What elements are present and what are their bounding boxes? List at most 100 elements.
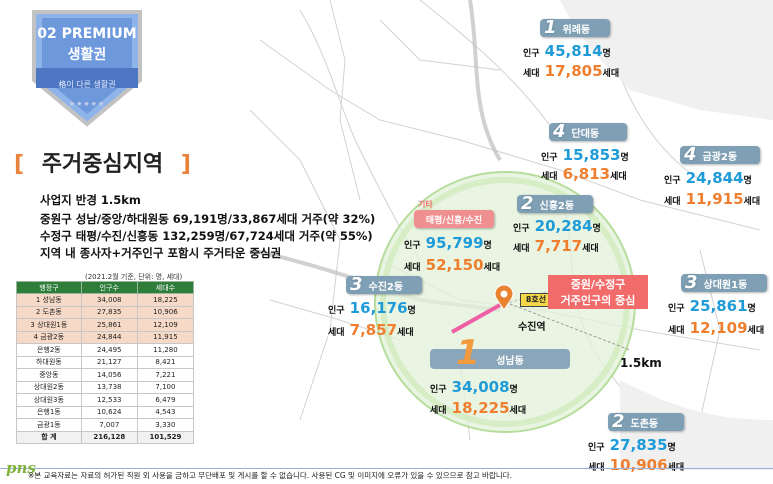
footer-divider bbox=[0, 468, 773, 469]
table-cell-pop: 13,738 bbox=[80, 380, 138, 394]
district-tag-geumgwang2: 4 금광2동 bbox=[680, 146, 760, 164]
premium-badge: 02 PREMIUM 생활권 格이 다른 생활권 ★★★★★ bbox=[22, 8, 152, 128]
table-cell-hh: 101,529 bbox=[136, 430, 195, 444]
district-tag-dangae: 4 단대동 bbox=[549, 123, 627, 141]
badge-title: 02 PREMIUM bbox=[37, 26, 137, 42]
table-row: 금광1동 7,007 3,330 bbox=[16, 418, 195, 432]
table-cell-pop: 10,624 bbox=[80, 405, 138, 419]
table-cell-name: 은행2동 bbox=[16, 343, 82, 357]
description-line: 지역 내 종사자+거주인구 포함시 주거타운 중심권 bbox=[40, 246, 282, 260]
table-note: (2021.2월 기준, 단위: 명, 세대) bbox=[85, 273, 183, 281]
table-cell-pop: 7,007 bbox=[80, 418, 138, 432]
description-line: 수정구 태평/수진/신흥동 132,259명/67,724세대 거주(약 55%… bbox=[40, 229, 373, 243]
table-cell-hh: 7,100 bbox=[136, 380, 195, 394]
table-cell-name: 은행1동 bbox=[16, 405, 82, 419]
table-cell-pop: 24,495 bbox=[80, 343, 138, 357]
badge-ribbon-text: 格이 다른 생활권 bbox=[58, 80, 116, 89]
table-cell-hh: 8,421 bbox=[136, 355, 195, 369]
heading-bracket-open: [ bbox=[14, 152, 25, 177]
stat-taepyeong-pop: 인구 95,799명 bbox=[404, 234, 492, 252]
center-callout: 중원/수정구 거주인구의 중심 bbox=[548, 275, 648, 309]
table-cell-pop: 27,835 bbox=[80, 305, 138, 319]
table-row: 하대원동 21,127 8,421 bbox=[16, 355, 195, 369]
table-cell-pop: 25,861 bbox=[80, 318, 138, 332]
district-tag-seongnam: 1 성남동 bbox=[430, 333, 570, 373]
district-etc-label: 기타 bbox=[418, 200, 433, 209]
district-tag-dochon: 2 도촌동 bbox=[608, 413, 684, 431]
section-heading: [ 주거중심지역 ] bbox=[14, 146, 191, 178]
heading-title: 주거중심지역 bbox=[41, 152, 164, 177]
table-cell-name: 합 계 bbox=[16, 430, 82, 444]
table-row: 은행2동 24,495 11,280 bbox=[16, 343, 195, 357]
stat-geumgwang2-pop: 인구 24,844명 bbox=[664, 169, 752, 187]
header-households: 세대수 bbox=[136, 281, 195, 294]
district-tag-wirye: 1 위례동 bbox=[540, 19, 610, 37]
stat-dochon-hh: 세대 10,906세대 bbox=[588, 456, 685, 474]
header-district: 행정구 bbox=[16, 281, 82, 294]
description-line: 사업지 반경 1.5km bbox=[40, 193, 141, 207]
table-cell-hh: 4,543 bbox=[136, 405, 195, 419]
table-total-row: 합 계 216,128 101,529 bbox=[16, 430, 195, 444]
table-cell-hh: 6,479 bbox=[136, 393, 195, 407]
table-cell-name: 중앙동 bbox=[16, 368, 82, 382]
table-row: 상대원3동 12,533 6,479 bbox=[16, 393, 195, 407]
radius-label: 1.5km bbox=[620, 356, 662, 370]
district-tag-sinheung2: 2 신흥2동 bbox=[517, 195, 593, 213]
table-row: 4 금광2동 24,844 11,915 bbox=[16, 330, 195, 344]
table-cell-name: 금광1동 bbox=[16, 418, 82, 432]
table-cell-hh: 11,280 bbox=[136, 343, 195, 357]
location-pin-icon bbox=[494, 285, 514, 311]
table-cell-hh: 10,906 bbox=[136, 305, 195, 319]
table-row: 은행1동 10,624 4,543 bbox=[16, 405, 195, 419]
table-cell-name: 상대원2동 bbox=[16, 380, 82, 394]
stat-wirye-hh: 세대 17,805세대 bbox=[523, 62, 620, 80]
district-tag-sujin2: 3 수진2동 bbox=[346, 276, 422, 294]
table-cell-name: 4 금광2동 bbox=[16, 330, 82, 344]
table-cell-hh: 7,221 bbox=[136, 368, 195, 382]
table-cell-name: 상대원3동 bbox=[16, 393, 82, 407]
stat-sinheung2-pop: 인구 20,284명 bbox=[513, 217, 601, 235]
company-logo: pns bbox=[6, 459, 36, 477]
table-cell-pop: 21,127 bbox=[80, 355, 138, 369]
table-cell-pop: 216,128 bbox=[80, 430, 138, 444]
stat-wirye-pop: 인구 45,814명 bbox=[523, 42, 611, 60]
stat-sangdaewon1-pop: 인구 25,861명 bbox=[668, 297, 756, 315]
district-tag-taepyeong: 태평/신흥/수진 bbox=[414, 210, 494, 228]
header-population: 인구수 bbox=[80, 281, 138, 294]
stat-sujin2-pop: 인구 16,176명 bbox=[328, 299, 416, 317]
table-cell-pop: 12,533 bbox=[80, 393, 138, 407]
shield-icon bbox=[32, 10, 142, 127]
stat-dochon-pop: 인구 27,835명 bbox=[588, 436, 676, 454]
table-header-row: 행정구 인구수 세대수 bbox=[16, 281, 195, 294]
table-cell-name: 3 상대원1동 bbox=[16, 318, 82, 332]
stat-seongnam-hh: 세대 18,225세대 bbox=[430, 399, 527, 417]
stat-sujin2-hh: 세대 7,857세대 bbox=[328, 321, 414, 339]
footer-notice: ※본 교육자료는 자료의 허가된 직원 외 사용을 금하고 무단배포 및 게시를… bbox=[28, 471, 513, 480]
population-table: 행정구 인구수 세대수 1 성남동 34,008 18,225 2 도촌동 27,835… bbox=[16, 281, 195, 444]
table-cell-pop: 34,008 bbox=[80, 293, 138, 307]
station-label: 수진역 bbox=[518, 322, 546, 333]
stat-sangdaewon1-hh: 세대 12,109세대 bbox=[668, 319, 765, 337]
description-line: 중원구 성남/중앙/하대원동 69,191명/33,867세대 거주(약 32%… bbox=[40, 212, 376, 226]
district-tag-sangdaewon1: 3 상대원1동 bbox=[681, 274, 767, 292]
table-row: 중앙동 14,056 7,221 bbox=[16, 368, 195, 382]
table-cell-pop: 14,056 bbox=[80, 368, 138, 382]
table-cell-hh: 3,330 bbox=[136, 418, 195, 432]
table-row: 1 성남동 34,008 18,225 bbox=[16, 293, 195, 307]
stat-dangae-pop: 인구 15,853명 bbox=[541, 146, 629, 164]
stat-geumgwang2-hh: 세대 11,915세대 bbox=[664, 190, 761, 208]
table-cell-hh: 12,109 bbox=[136, 318, 195, 332]
stat-taepyeong-hh: 세대 52,150세대 bbox=[404, 256, 501, 274]
table-cell-hh: 11,915 bbox=[136, 330, 195, 344]
table-cell-name: 1 성남동 bbox=[16, 293, 82, 307]
stat-dangae-hh: 세대 6,813세대 bbox=[541, 165, 627, 183]
table-cell-hh: 18,225 bbox=[136, 293, 195, 307]
table-row: 3 상대원1동 25,861 12,109 bbox=[16, 318, 195, 332]
table-cell-name: 2 도촌동 bbox=[16, 305, 82, 319]
badge-stars: ★★★★★ bbox=[68, 100, 106, 108]
stat-sinheung2-hh: 세대 7,717세대 bbox=[513, 237, 599, 255]
badge-subtitle: 생활권 bbox=[67, 47, 107, 63]
table-row: 상대원2동 13,738 7,100 bbox=[16, 380, 195, 394]
table-cell-pop: 24,844 bbox=[80, 330, 138, 344]
stat-seongnam-pop: 인구 34,008명 bbox=[430, 378, 518, 396]
